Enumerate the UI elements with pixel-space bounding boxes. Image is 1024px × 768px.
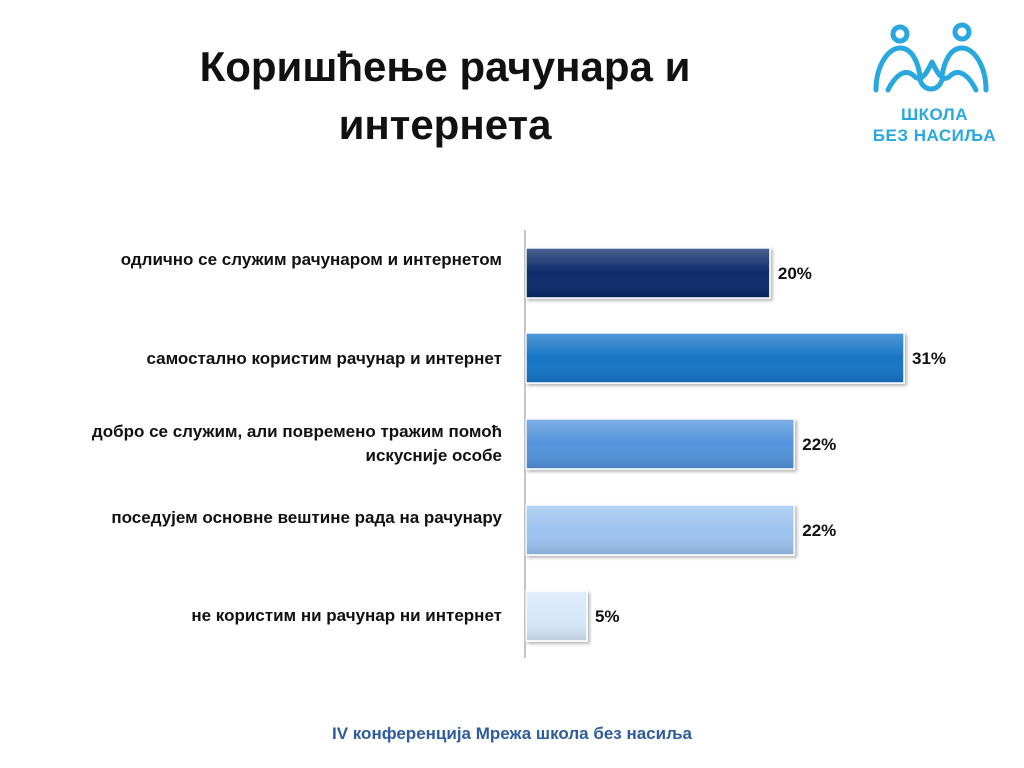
- category-label-1: одлично се служим рачунаром и интернетом: [120, 250, 502, 269]
- logo-text-line-1: ШКОЛА: [901, 105, 968, 124]
- school-logo-icon: [873, 22, 989, 93]
- bar-value-label-5: 5%: [595, 607, 620, 626]
- bar-value-label-1: 20%: [778, 264, 812, 283]
- title-line-1: Коришћење рачунара и: [199, 43, 691, 90]
- bar-shine-2: [527, 334, 903, 382]
- slide-title: Коришћење рачунара и интернета: [100, 38, 790, 154]
- bar-shine-4: [527, 506, 794, 554]
- logo-text-line-2: БЕЗ НАСИЉА: [872, 126, 997, 145]
- category-label-3: добро се служим, али повремено тражим по…: [91, 422, 502, 465]
- category-label-4: поседујем основне вештине рада на рачуна…: [111, 508, 502, 527]
- category-label-2: самостално користим рачунар и интернет: [146, 349, 502, 368]
- logo-text: ШКОЛА БЕЗ НАСИЉА: [862, 104, 1007, 146]
- bar-shine-3: [527, 420, 794, 468]
- bar-value-label-2: 31%: [912, 349, 946, 368]
- bar-shine-5: [527, 592, 586, 640]
- bar-shine-1: [527, 249, 769, 297]
- bar-value-label-3: 22%: [802, 435, 836, 454]
- bar-value-label-4: 22%: [802, 521, 836, 540]
- category-label-5: не користим ни рачунар ни интернет: [191, 606, 502, 625]
- footer-text: IV конференција Мрежа школа без насиља: [331, 724, 693, 743]
- title-line-2: интернета: [338, 101, 552, 148]
